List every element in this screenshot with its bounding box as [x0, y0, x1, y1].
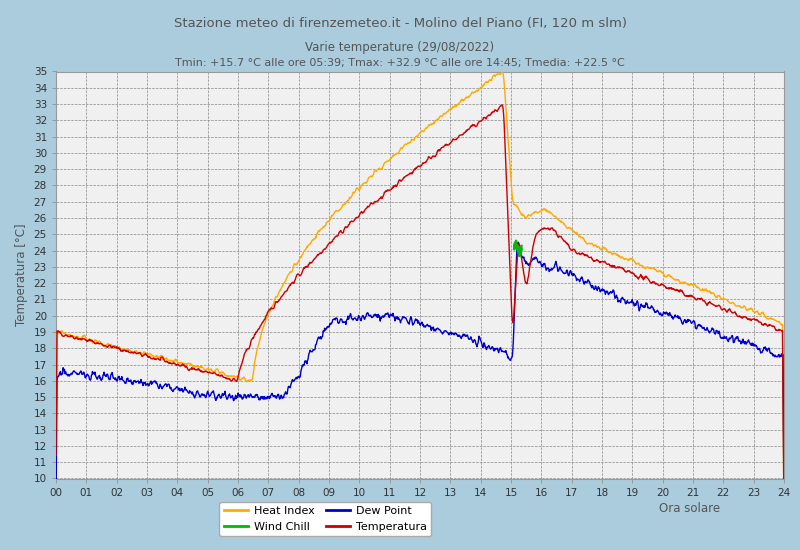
Text: Ora solare: Ora solare	[659, 502, 720, 515]
Legend: Heat Index, Wind Chill, Dew Point, Temperatura: Heat Index, Wind Chill, Dew Point, Tempe…	[219, 502, 431, 536]
Y-axis label: Temperatura [°C]: Temperatura [°C]	[15, 224, 28, 326]
Text: Stazione meteo di firenzemeteo.it - Molino del Piano (FI, 120 m slm): Stazione meteo di firenzemeteo.it - Moli…	[174, 16, 626, 30]
Text: Tmin: +15.7 °C alle ore 05:39; Tmax: +32.9 °C alle ore 14:45; Tmedia: +22.5 °C: Tmin: +15.7 °C alle ore 05:39; Tmax: +32…	[175, 58, 625, 68]
Text: Varie temperature (29/08/2022): Varie temperature (29/08/2022)	[306, 41, 494, 54]
